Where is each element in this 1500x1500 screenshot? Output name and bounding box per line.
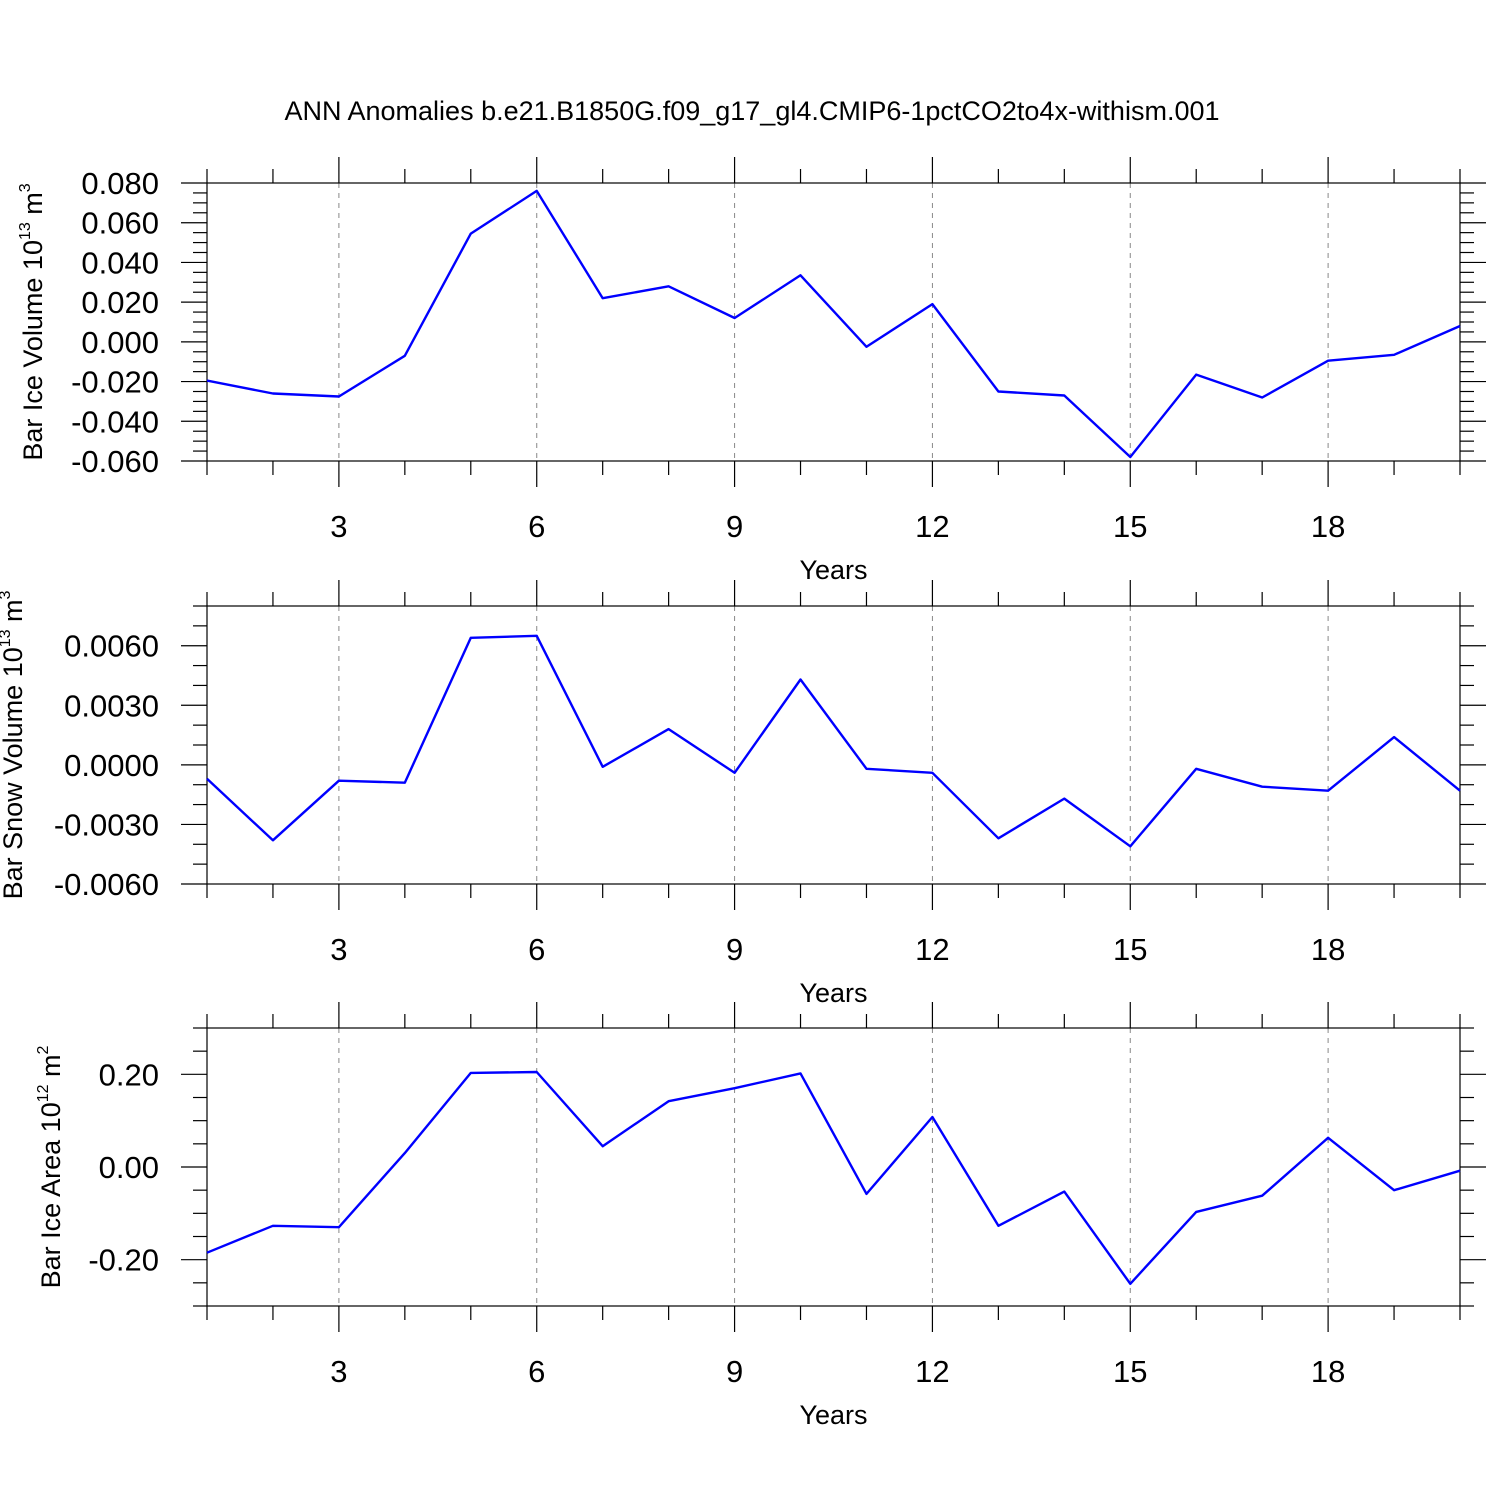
y-tick-label: 0.040 [81,245,159,280]
y-tick-label: -0.0030 [54,807,159,842]
chart-panels: 3 6 9 12 15 18 -0.060 -0.040 -0.020 0.000 0.020 0.0… [0,157,1486,1430]
series-line-2-1 [206,634,1461,848]
x-tick-label: 9 [726,1354,743,1389]
x-tick-label: 18 [1311,1354,1345,1389]
y-tick-label: -0.040 [71,404,159,439]
plot-frame [206,605,1461,885]
y-tick-label: 0.080 [81,166,159,201]
series-line-1-1 [206,189,1461,459]
x-tick-label: 3 [330,932,347,967]
y-axis-label-exponent: 12 [35,1084,52,1102]
y-tick-label: 0.0000 [64,748,159,783]
y-axis-label-unit-exponent: 3 [0,590,14,599]
x-tick-label: 3 [330,1354,347,1389]
y-axis-label-exponent: 13 [17,222,34,240]
x-tick-label: 9 [726,932,743,967]
y-axis-label-exponent: 13 [0,629,14,647]
y-tick-label: -0.20 [88,1243,159,1278]
y-tick-label: 0.00 [99,1150,159,1185]
x-tick-label: 12 [915,932,949,967]
y-tick-label: 0.020 [81,285,159,320]
y-axis-label-unit: m [36,1054,66,1084]
plot-frame [206,182,1461,462]
x-axis-label: Years [799,1400,867,1430]
figure-title: ANN Anomalies b.e21.B1850G.f09_g17_gl4.C… [284,96,1219,126]
x-tick-label: 6 [528,509,545,544]
y-axis-label-unit: m [0,599,28,629]
x-tick-label: 15 [1113,1354,1147,1389]
y-axis-label-text: Bar Ice Volume 10 [18,240,48,461]
x-tick-label: 18 [1311,509,1345,544]
series-line-3-1 [206,1070,1461,1286]
x-tick-label: 15 [1113,509,1147,544]
y-axis-label-text: Bar Snow Volume 10 [0,647,28,899]
x-tick-label: 12 [915,509,949,544]
y-axis-label: Bar Ice Area 1012 m2 [35,1045,66,1288]
x-tick-label: 12 [915,1354,949,1389]
y-axis-label: Bar Ice Volume 1013 m3 [17,183,48,460]
y-axis-label-unit-exponent: 3 [17,183,34,192]
y-tick-label: 0.000 [81,325,159,360]
y-tick-label: 0.0030 [64,688,159,723]
y-tick-label: 0.060 [81,206,159,241]
y-axis-label: Bar Snow Volume 1013 m3 [0,590,28,899]
x-tick-label: 6 [528,932,545,967]
y-tick-label: -0.060 [71,444,159,479]
plot-frame [206,1027,1461,1307]
x-tick-label: 18 [1311,932,1345,967]
chart-panel-2: 3 6 9 12 15 18 -0.0060 -0.0030 0.0000 0.0030 0.006… [0,580,1486,1008]
x-tick-label: 3 [330,509,347,544]
x-axis-label: Years [799,978,867,1008]
y-axis-label-unit-exponent: 2 [35,1045,52,1054]
x-tick-label: 6 [528,1354,545,1389]
chart-panel-3: 3 6 9 12 15 18 -0.20 0.00 0.20 Years Bar Ice Area … [35,1002,1486,1430]
y-tick-label: -0.020 [71,365,159,400]
y-axis-label-unit: m [18,192,48,222]
x-tick-label: 9 [726,509,743,544]
x-tick-label: 15 [1113,932,1147,967]
y-axis-label-text: Bar Ice Area 10 [36,1102,66,1288]
x-axis-label: Years [799,555,867,585]
y-tick-label: 0.0060 [64,629,159,664]
y-tick-label: 0.20 [99,1057,159,1092]
y-tick-label: -0.0060 [54,867,159,902]
chart-panel-1: 3 6 9 12 15 18 -0.060 -0.040 -0.020 0.000 0.020 0.0… [17,157,1486,585]
